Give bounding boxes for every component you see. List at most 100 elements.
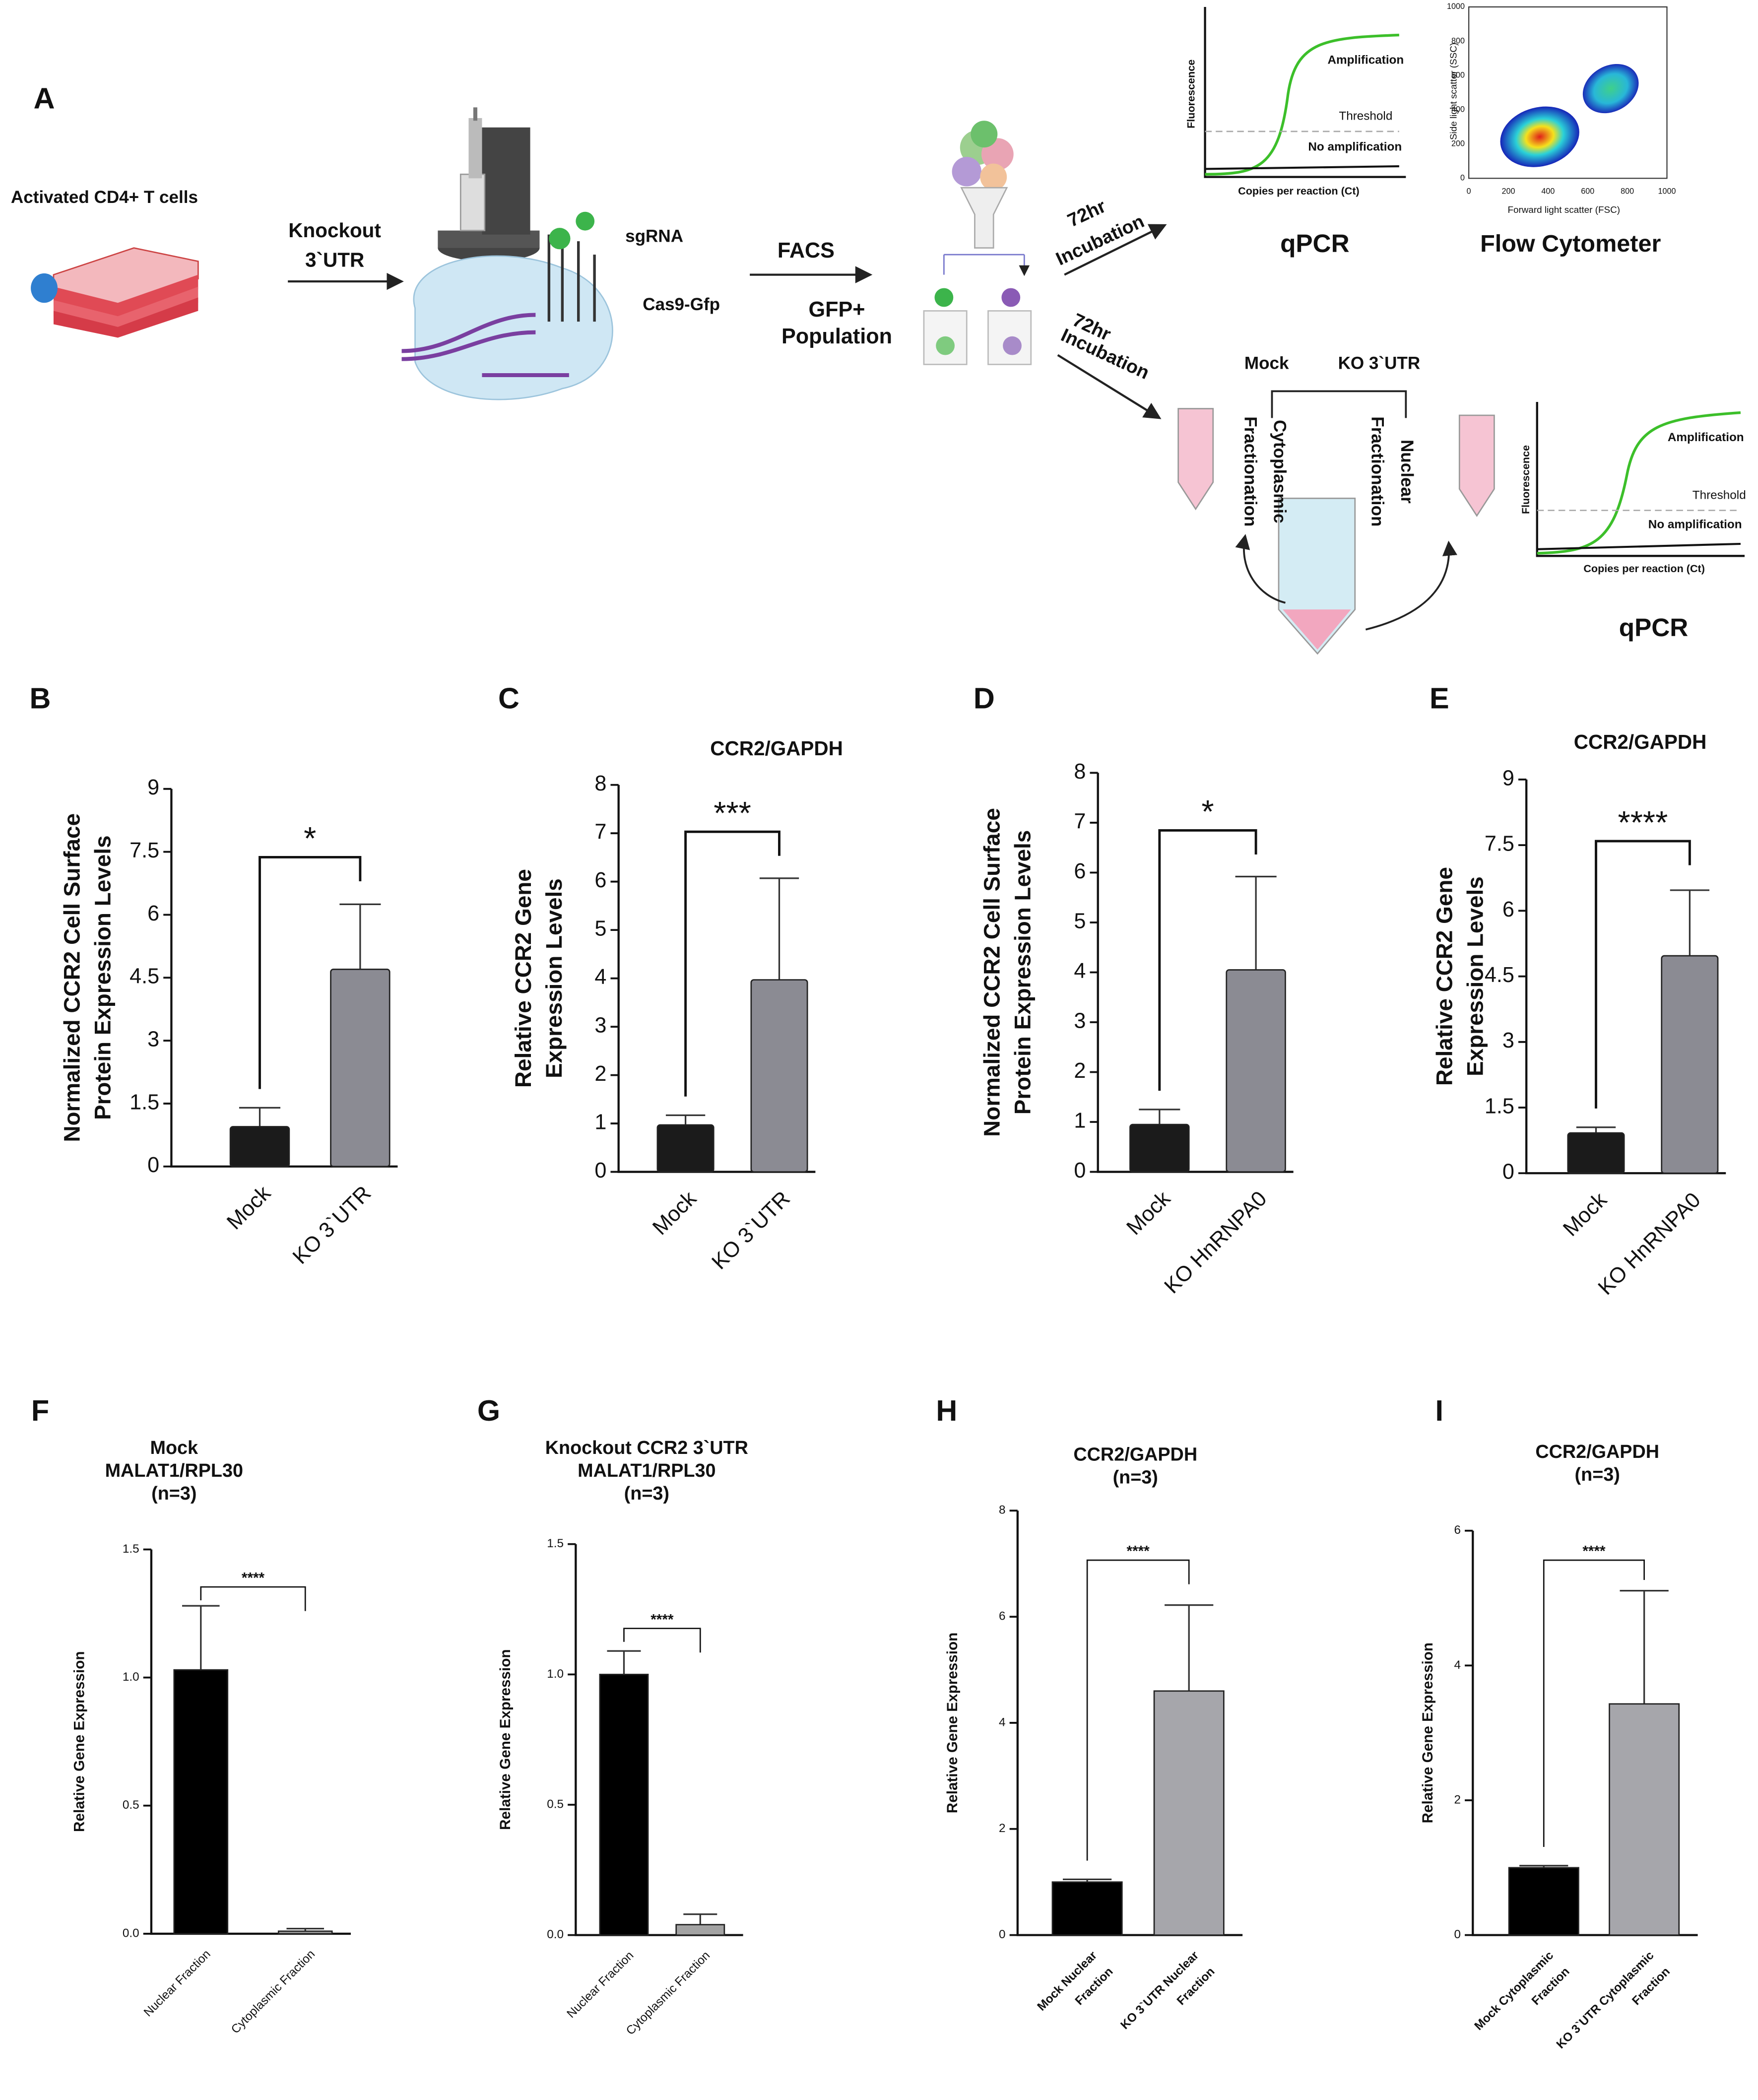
arrow (1057, 354, 1162, 419)
significance-bracket (1086, 1559, 1190, 1861)
tubes (1177, 390, 1495, 655)
y-tick-label: 1.5 (130, 1090, 159, 1114)
significance-label: **** (1618, 804, 1668, 841)
facs-icon (923, 121, 1031, 365)
cell-icon (401, 211, 613, 400)
bar (1661, 955, 1719, 1174)
y-tick-label: 8 (594, 772, 606, 795)
y-axis-label: Normalized CCR2 Cell Surface (59, 813, 85, 1142)
significance-label: * (1201, 793, 1214, 830)
gfp-label: GFP+ (809, 298, 865, 322)
y-tick-label: 8 (999, 1504, 1006, 1517)
flow-ytick: 400 (1451, 105, 1465, 114)
flow-xtick: 800 (1621, 187, 1634, 196)
flask-icon (31, 247, 199, 338)
bar (1051, 1881, 1123, 1936)
chart-title: (n=3) (1575, 1464, 1620, 1485)
y-tick-label: 6 (1502, 898, 1514, 921)
y-tick-label: 0 (999, 1928, 1006, 1941)
bar (229, 1126, 290, 1168)
threshold-label: Threshold (1693, 488, 1746, 502)
qpcr-caption: qPCR (1280, 229, 1350, 258)
y-tick-label: 5 (594, 917, 606, 941)
bar (750, 979, 808, 1173)
y-tick-label: 4.5 (130, 965, 159, 988)
amplification-label: Amplification (1668, 431, 1744, 444)
qpcr-ylabel: Fluorescence (1519, 445, 1532, 514)
y-tick-label: 3 (594, 1014, 606, 1038)
y-tick-label: 0 (147, 1153, 159, 1177)
significance-label: **** (1582, 1543, 1606, 1560)
nuclear-label: Nuclear (1397, 440, 1417, 504)
y-tick-label: 4 (594, 965, 606, 989)
significance-label: **** (651, 1611, 674, 1628)
y-tick-label: 2 (999, 1822, 1006, 1835)
y-tick-label: 1.0 (123, 1670, 139, 1684)
y-axis-label: Expression Levels (541, 878, 567, 1078)
significance-bracket (684, 830, 781, 1097)
y-axis-label: Relative Gene Expression (944, 1633, 961, 1813)
chart-title: Mock (150, 1438, 199, 1458)
x-tick-label: Mock (222, 1181, 275, 1234)
chart-title: (n=3) (151, 1483, 196, 1504)
knockout-label: 3`UTR (305, 248, 364, 271)
bar (1153, 1690, 1225, 1936)
y-tick-label: 6 (999, 1610, 1006, 1623)
flow-ytick: 200 (1451, 139, 1465, 148)
y-tick-label: 9 (147, 776, 159, 799)
sgrna-label: sgRNA (625, 226, 683, 246)
y-tick-label: 3 (1502, 1029, 1514, 1052)
y-tick-label: 1.0 (547, 1667, 564, 1681)
y-tick-label: 2 (1074, 1059, 1086, 1083)
bar (1508, 1867, 1579, 1936)
cytoplasmic-label: Fractionation (1240, 416, 1260, 526)
flow-caption: Flow Cytometer (1480, 230, 1661, 257)
cells-label: Activated CD4+ T cells (11, 188, 198, 207)
y-tick-label: 4 (1454, 1658, 1461, 1672)
x-tick-label: Nuclear Fraction (564, 1949, 636, 2021)
bar (1567, 1132, 1625, 1174)
x-tick-label: Cytoplasmic Fraction (624, 1949, 713, 2037)
bar (1609, 1703, 1680, 1936)
y-axis-label: Protein Expression Levels (90, 836, 116, 1120)
bar (277, 1930, 333, 1935)
significance-bracket (1595, 840, 1691, 1109)
significance-label: **** (242, 1570, 265, 1586)
bar (1129, 1123, 1190, 1173)
chart-title: CCR2/GAPDH (710, 737, 843, 760)
bar (173, 1669, 229, 1935)
ko-label: KO 3`UTR (1338, 354, 1421, 373)
y-tick-label: 7 (1074, 809, 1086, 833)
chart-title: (n=3) (1113, 1467, 1158, 1488)
schematic (31, 6, 1745, 655)
y-axis-label: Expression Levels (1462, 876, 1488, 1076)
significance-bracket (1543, 1559, 1645, 1847)
flow-xtick: 600 (1581, 187, 1594, 196)
significance-bracket (1158, 829, 1257, 1091)
panel-label: H (936, 1394, 957, 1427)
panel-label: E (1430, 681, 1449, 715)
y-tick-label: 7.5 (130, 839, 159, 862)
y-tick-label: 1 (594, 1110, 606, 1134)
y-tick-label: 1 (1074, 1109, 1086, 1132)
y-tick-label: 0.5 (123, 1798, 139, 1812)
y-axis-label: Relative Gene Expression (1420, 1642, 1436, 1823)
panel-label: I (1435, 1394, 1444, 1427)
x-tick-label: KO HnRNPA0 (1160, 1186, 1271, 1298)
y-tick-label: 4 (1074, 959, 1086, 983)
chart-title: Knockout CCR2 3`UTR (545, 1438, 748, 1458)
bar (599, 1674, 649, 1936)
flow-ytick: 600 (1451, 70, 1465, 79)
nuclear-label: Fractionation (1368, 416, 1387, 526)
y-tick-label: 7 (594, 820, 606, 844)
y-tick-label: 1.5 (1485, 1094, 1514, 1118)
y-axis-label: Relative Gene Expression (497, 1649, 514, 1830)
significance-label: * (304, 820, 316, 856)
panel-label: C (498, 681, 520, 715)
y-tick-label: 0 (1074, 1159, 1086, 1182)
y-tick-label: 9 (1502, 766, 1514, 790)
chart-title: CCR2/GAPDH (1574, 730, 1707, 753)
significance-label: *** (714, 795, 751, 831)
chart-title: CCR2/GAPDH (1073, 1444, 1197, 1465)
